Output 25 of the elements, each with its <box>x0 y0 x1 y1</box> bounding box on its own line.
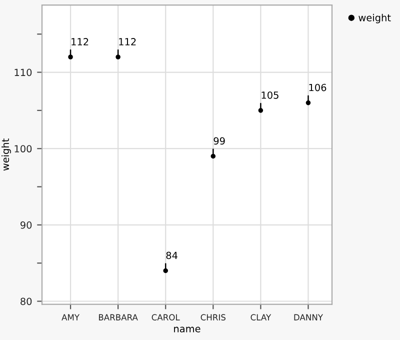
point <box>163 268 168 274</box>
data-label: 106 <box>309 84 326 92</box>
x-tick-label: AMY <box>62 314 80 320</box>
data-label: 112 <box>119 38 136 46</box>
data-label: 84 <box>166 252 178 260</box>
point <box>116 54 120 60</box>
x-tick-label: BARBARA <box>98 314 138 320</box>
data-label: 99 <box>214 137 225 145</box>
y-tick-label: 100 <box>14 145 32 152</box>
y-tick-label: 90 <box>20 221 32 229</box>
x-tick-label: CHRIS <box>200 314 226 320</box>
x-tick-label: DANNY <box>294 314 324 320</box>
x-axis-title: name <box>174 326 200 332</box>
data-label: 112 <box>72 38 88 46</box>
data-label: 105 <box>262 91 278 99</box>
y-tick-label: 80 <box>20 298 32 306</box>
x-tick-label: CLAY <box>250 314 272 320</box>
x-tick-label: CAROL <box>152 314 180 320</box>
legend-label: weight <box>358 14 391 24</box>
point <box>258 108 264 113</box>
point <box>68 54 73 60</box>
point <box>306 100 311 106</box>
point <box>210 154 216 159</box>
y-tick-label: 110 <box>14 68 32 76</box>
y-axis-title: weight <box>2 138 11 171</box>
